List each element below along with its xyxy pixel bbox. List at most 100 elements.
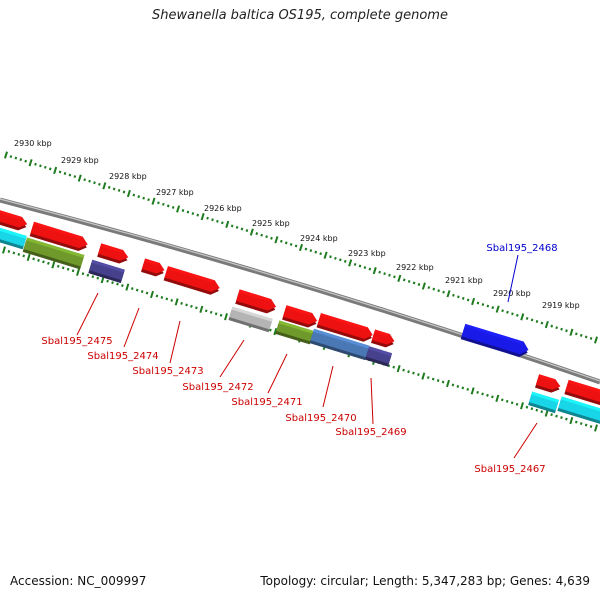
feature-highlight bbox=[538, 374, 556, 382]
outer-major-tick bbox=[495, 305, 500, 313]
inner-minor-tick bbox=[486, 393, 489, 397]
inner-minor-tick bbox=[550, 413, 553, 417]
outer-minor-tick bbox=[442, 290, 445, 294]
gene-feature-steelblue bbox=[309, 328, 370, 361]
inner-major-tick bbox=[125, 283, 130, 291]
inner-minor-tick bbox=[12, 251, 16, 255]
outer-minor-tick bbox=[117, 189, 121, 192]
feature-body bbox=[229, 306, 273, 330]
feature-body bbox=[310, 328, 370, 358]
gene-label[interactable]: Sbal195_2468 bbox=[486, 243, 557, 254]
inner-minor-tick bbox=[155, 294, 159, 298]
gene-feature-cyan bbox=[557, 396, 600, 424]
feature-highlight bbox=[560, 396, 600, 412]
outer-minor-tick bbox=[575, 332, 578, 336]
outer-minor-tick bbox=[339, 258, 342, 262]
kbp-label: 2925 kbp bbox=[252, 219, 290, 228]
outer-minor-tick bbox=[530, 318, 534, 322]
outer-minor-tick bbox=[560, 327, 563, 331]
outer-major-tick bbox=[544, 320, 549, 329]
inner-minor-tick bbox=[140, 290, 144, 293]
outer-major-tick bbox=[372, 266, 377, 275]
outer-minor-tick bbox=[402, 278, 406, 282]
inner-minor-tick bbox=[441, 380, 445, 384]
feature-body bbox=[236, 289, 277, 311]
gene-feature-blue bbox=[460, 323, 529, 357]
gene-feature-red bbox=[370, 329, 395, 348]
gene-label[interactable]: Sbal195_2475 bbox=[41, 336, 112, 347]
outer-major-tick bbox=[102, 182, 107, 190]
kbp-label: 2926 kbp bbox=[204, 204, 242, 213]
feature-highlight bbox=[464, 323, 524, 344]
inner-minor-tick bbox=[505, 399, 509, 403]
gene-label[interactable]: Sbal195_2473 bbox=[132, 366, 203, 377]
gene-feature-red bbox=[163, 266, 220, 295]
leader-line bbox=[507, 254, 519, 303]
gene-feature-red bbox=[97, 243, 129, 264]
feature-highlight bbox=[313, 328, 370, 349]
inner-minor-tick bbox=[17, 253, 21, 256]
inner-minor-tick bbox=[392, 365, 396, 369]
outer-minor-tick bbox=[24, 159, 27, 163]
gene-label[interactable]: Sbal195_2471 bbox=[231, 397, 302, 408]
inner-minor-tick bbox=[515, 402, 519, 406]
outer-minor-tick bbox=[112, 187, 116, 191]
feature-body bbox=[565, 379, 600, 402]
gene-label[interactable]: Sbal195_2474 bbox=[87, 351, 158, 362]
kbp-label: 2923 kbp bbox=[348, 249, 386, 258]
outer-minor-tick bbox=[540, 321, 544, 325]
inner-minor-tick bbox=[165, 297, 169, 301]
outer-minor-tick bbox=[221, 221, 224, 225]
outer-minor-tick bbox=[363, 266, 367, 269]
feature-highlight bbox=[368, 346, 393, 357]
gene-label[interactable]: Sbal195_2470 bbox=[285, 413, 356, 424]
outer-minor-tick bbox=[107, 185, 111, 189]
feature-body bbox=[276, 320, 314, 342]
outer-major-tick bbox=[77, 174, 82, 182]
feature-body bbox=[282, 305, 318, 325]
outer-minor-tick bbox=[191, 212, 195, 216]
inner-major-tick bbox=[2, 246, 6, 254]
genome-summary-text: Topology: circular; Length: 5,347,283 bp… bbox=[260, 574, 590, 588]
outer-minor-tick bbox=[589, 337, 593, 340]
outer-minor-tick bbox=[255, 232, 259, 236]
gene-label[interactable]: Sbal195_2469 bbox=[335, 427, 406, 438]
outer-minor-tick bbox=[555, 326, 558, 330]
inner-minor-tick bbox=[510, 401, 514, 405]
inner-major-tick bbox=[446, 379, 450, 388]
inner-major-tick bbox=[174, 298, 179, 306]
outer-minor-tick bbox=[44, 165, 47, 169]
outer-minor-tick bbox=[48, 167, 52, 171]
gene-feature-red bbox=[140, 258, 165, 277]
outer-minor-tick bbox=[284, 241, 288, 245]
outer-minor-tick bbox=[162, 202, 165, 206]
inner-major-tick bbox=[520, 402, 524, 410]
gene-label[interactable]: Sbal195_2467 bbox=[474, 464, 545, 475]
gene-features bbox=[0, 210, 600, 424]
inner-minor-tick bbox=[111, 281, 114, 285]
kbp-label: 2927 kbp bbox=[156, 188, 194, 197]
feature-highlight bbox=[531, 391, 559, 403]
leader-line bbox=[370, 377, 374, 425]
inner-minor-tick bbox=[66, 267, 70, 271]
gene-feature-red bbox=[316, 313, 373, 342]
inner-major-tick bbox=[199, 305, 204, 313]
feature-body bbox=[558, 396, 600, 421]
outer-minor-tick bbox=[417, 283, 421, 286]
gene-label[interactable]: Sbal195_2472 bbox=[182, 382, 253, 393]
outer-minor-tick bbox=[511, 312, 514, 316]
inner-minor-tick bbox=[214, 312, 218, 316]
feature-highlight bbox=[144, 258, 160, 266]
outer-minor-tick bbox=[334, 256, 337, 260]
outer-major-tick bbox=[176, 205, 181, 213]
outer-minor-tick bbox=[142, 196, 145, 200]
inner-minor-tick bbox=[387, 364, 391, 368]
outer-minor-tick bbox=[481, 303, 485, 306]
outer-minor-tick bbox=[407, 279, 411, 283]
outer-minor-tick bbox=[88, 179, 91, 183]
inner-minor-tick bbox=[466, 387, 470, 391]
outer-minor-tick bbox=[171, 205, 175, 209]
inner-minor-tick bbox=[402, 368, 405, 372]
outer-minor-tick bbox=[14, 156, 18, 160]
label-leader-lines bbox=[76, 254, 538, 459]
